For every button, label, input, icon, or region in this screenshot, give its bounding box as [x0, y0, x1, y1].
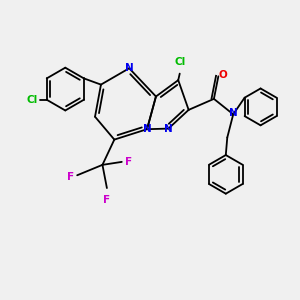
Text: F: F	[103, 195, 110, 205]
Text: N: N	[164, 124, 173, 134]
Text: F: F	[125, 157, 132, 167]
Text: Cl: Cl	[174, 57, 185, 67]
Text: N: N	[125, 63, 134, 73]
Text: N: N	[143, 124, 152, 134]
Text: F: F	[67, 172, 74, 182]
Text: N: N	[229, 108, 238, 118]
Text: Cl: Cl	[27, 95, 38, 105]
Text: O: O	[218, 70, 227, 80]
